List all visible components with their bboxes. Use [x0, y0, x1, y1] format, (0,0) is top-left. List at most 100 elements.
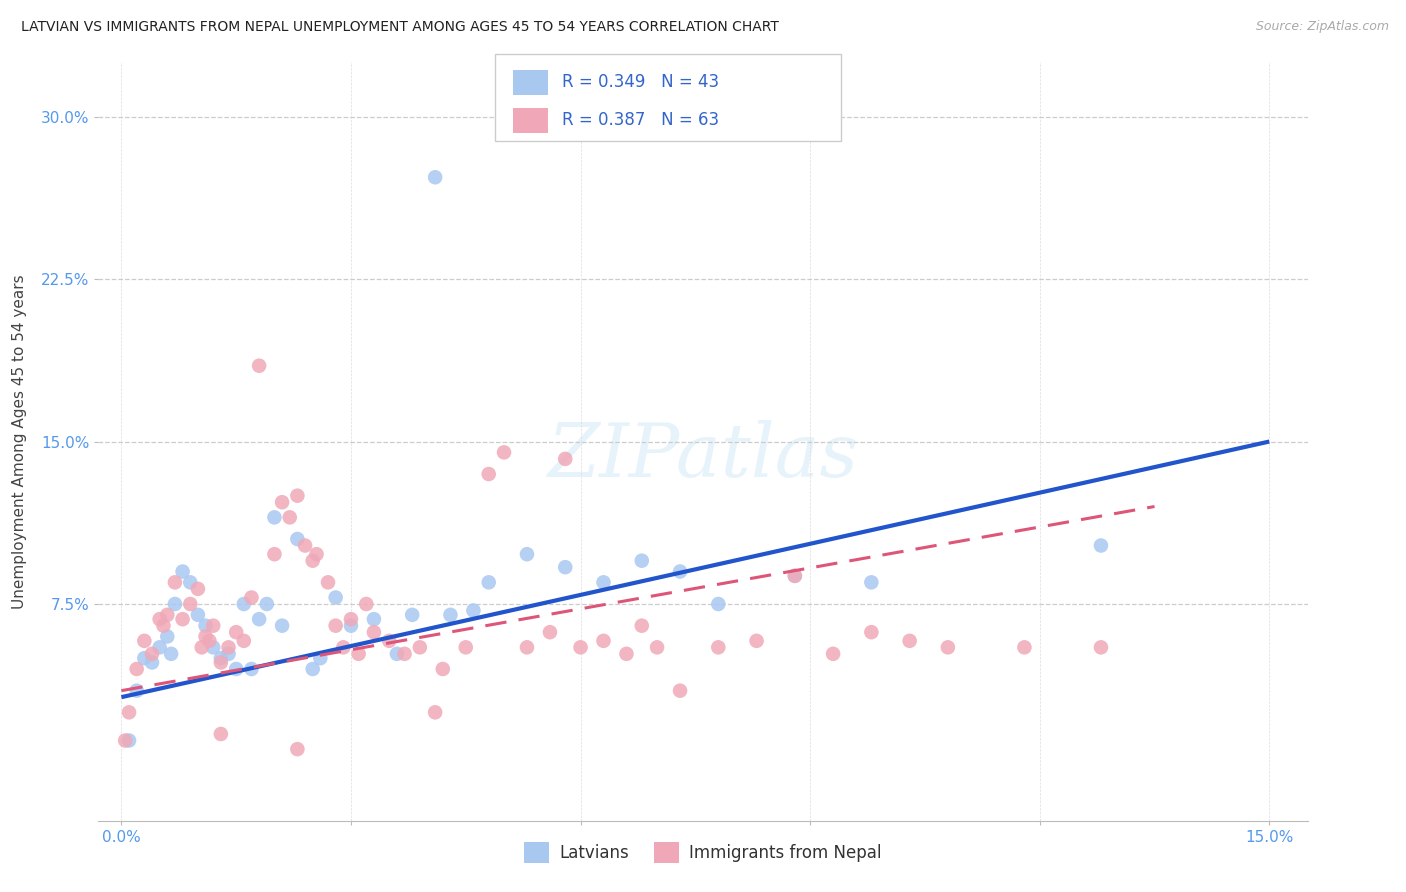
Point — [554, 451, 576, 466]
Point — [478, 575, 501, 590]
Point — [707, 640, 730, 655]
Point — [287, 489, 309, 503]
Point — [179, 575, 201, 590]
Point — [263, 547, 285, 561]
Point — [347, 647, 370, 661]
Point — [198, 633, 221, 648]
Point — [278, 510, 301, 524]
Point — [401, 607, 423, 622]
Text: R = 0.349   N = 43: R = 0.349 N = 43 — [562, 73, 720, 92]
Point — [616, 647, 638, 661]
Point — [860, 575, 883, 590]
Point — [152, 618, 174, 632]
Point — [432, 662, 454, 676]
Point — [516, 547, 538, 561]
Point — [294, 539, 316, 553]
Point — [232, 597, 254, 611]
Text: Source: ZipAtlas.com: Source: ZipAtlas.com — [1256, 20, 1389, 33]
Point — [898, 633, 921, 648]
Point — [287, 742, 309, 756]
Point — [287, 532, 309, 546]
Point — [1090, 539, 1112, 553]
Text: R = 0.387   N = 63: R = 0.387 N = 63 — [562, 112, 720, 129]
Point — [592, 633, 614, 648]
Point — [202, 640, 225, 655]
Point — [114, 733, 136, 747]
Point — [202, 618, 225, 632]
Point — [225, 625, 247, 640]
Y-axis label: Unemployment Among Ages 45 to 54 years: Unemployment Among Ages 45 to 54 years — [13, 274, 27, 609]
Point — [439, 607, 461, 622]
Point — [194, 630, 217, 644]
Point — [247, 359, 270, 373]
Point — [356, 597, 378, 611]
Point — [669, 565, 692, 579]
Point — [630, 554, 652, 568]
Point — [271, 495, 294, 509]
Point — [554, 560, 576, 574]
Point — [118, 706, 141, 720]
Point — [160, 647, 183, 661]
Point — [163, 575, 186, 590]
Legend: Latvians, Immigrants from Nepal: Latvians, Immigrants from Nepal — [517, 836, 889, 869]
Point — [340, 618, 363, 632]
Point — [309, 651, 332, 665]
Point — [363, 625, 385, 640]
Point — [783, 569, 806, 583]
Point — [463, 603, 485, 617]
Text: LATVIAN VS IMMIGRANTS FROM NEPAL UNEMPLOYMENT AMONG AGES 45 TO 54 YEARS CORRELAT: LATVIAN VS IMMIGRANTS FROM NEPAL UNEMPLO… — [21, 20, 779, 34]
Point — [332, 640, 354, 655]
Point — [1090, 640, 1112, 655]
Point — [218, 647, 240, 661]
Point — [172, 565, 194, 579]
Point — [454, 640, 477, 655]
Point — [209, 651, 232, 665]
Point — [423, 170, 446, 185]
Point — [232, 633, 254, 648]
Point — [630, 618, 652, 632]
Point — [538, 625, 561, 640]
Point — [316, 575, 339, 590]
Point — [363, 612, 385, 626]
Point — [247, 612, 270, 626]
Point — [592, 575, 614, 590]
Point — [156, 630, 179, 644]
Text: ZIPatlas: ZIPatlas — [547, 420, 859, 493]
Point — [936, 640, 959, 655]
Point — [156, 607, 179, 622]
Point — [256, 597, 278, 611]
Point — [745, 633, 768, 648]
Point — [209, 656, 232, 670]
Point — [125, 683, 148, 698]
Point — [325, 591, 347, 605]
Point — [394, 647, 416, 661]
Point — [240, 662, 263, 676]
Point — [187, 582, 209, 596]
Point — [783, 569, 806, 583]
Point — [492, 445, 515, 459]
Point — [669, 683, 692, 698]
Point — [149, 640, 172, 655]
Point — [325, 618, 347, 632]
Point — [378, 633, 401, 648]
Point — [125, 662, 148, 676]
Point — [409, 640, 432, 655]
Point — [423, 706, 446, 720]
Point — [263, 510, 285, 524]
Point — [149, 612, 172, 626]
Point — [141, 656, 163, 670]
Point — [271, 618, 294, 632]
Point — [172, 612, 194, 626]
Point — [385, 647, 408, 661]
Point — [134, 633, 156, 648]
Point — [218, 640, 240, 655]
Point — [301, 662, 323, 676]
Point — [190, 640, 212, 655]
Point — [179, 597, 201, 611]
Point — [340, 612, 363, 626]
Point — [225, 662, 247, 676]
Point — [209, 727, 232, 741]
Point — [163, 597, 186, 611]
Point — [194, 618, 217, 632]
Point — [118, 733, 141, 747]
